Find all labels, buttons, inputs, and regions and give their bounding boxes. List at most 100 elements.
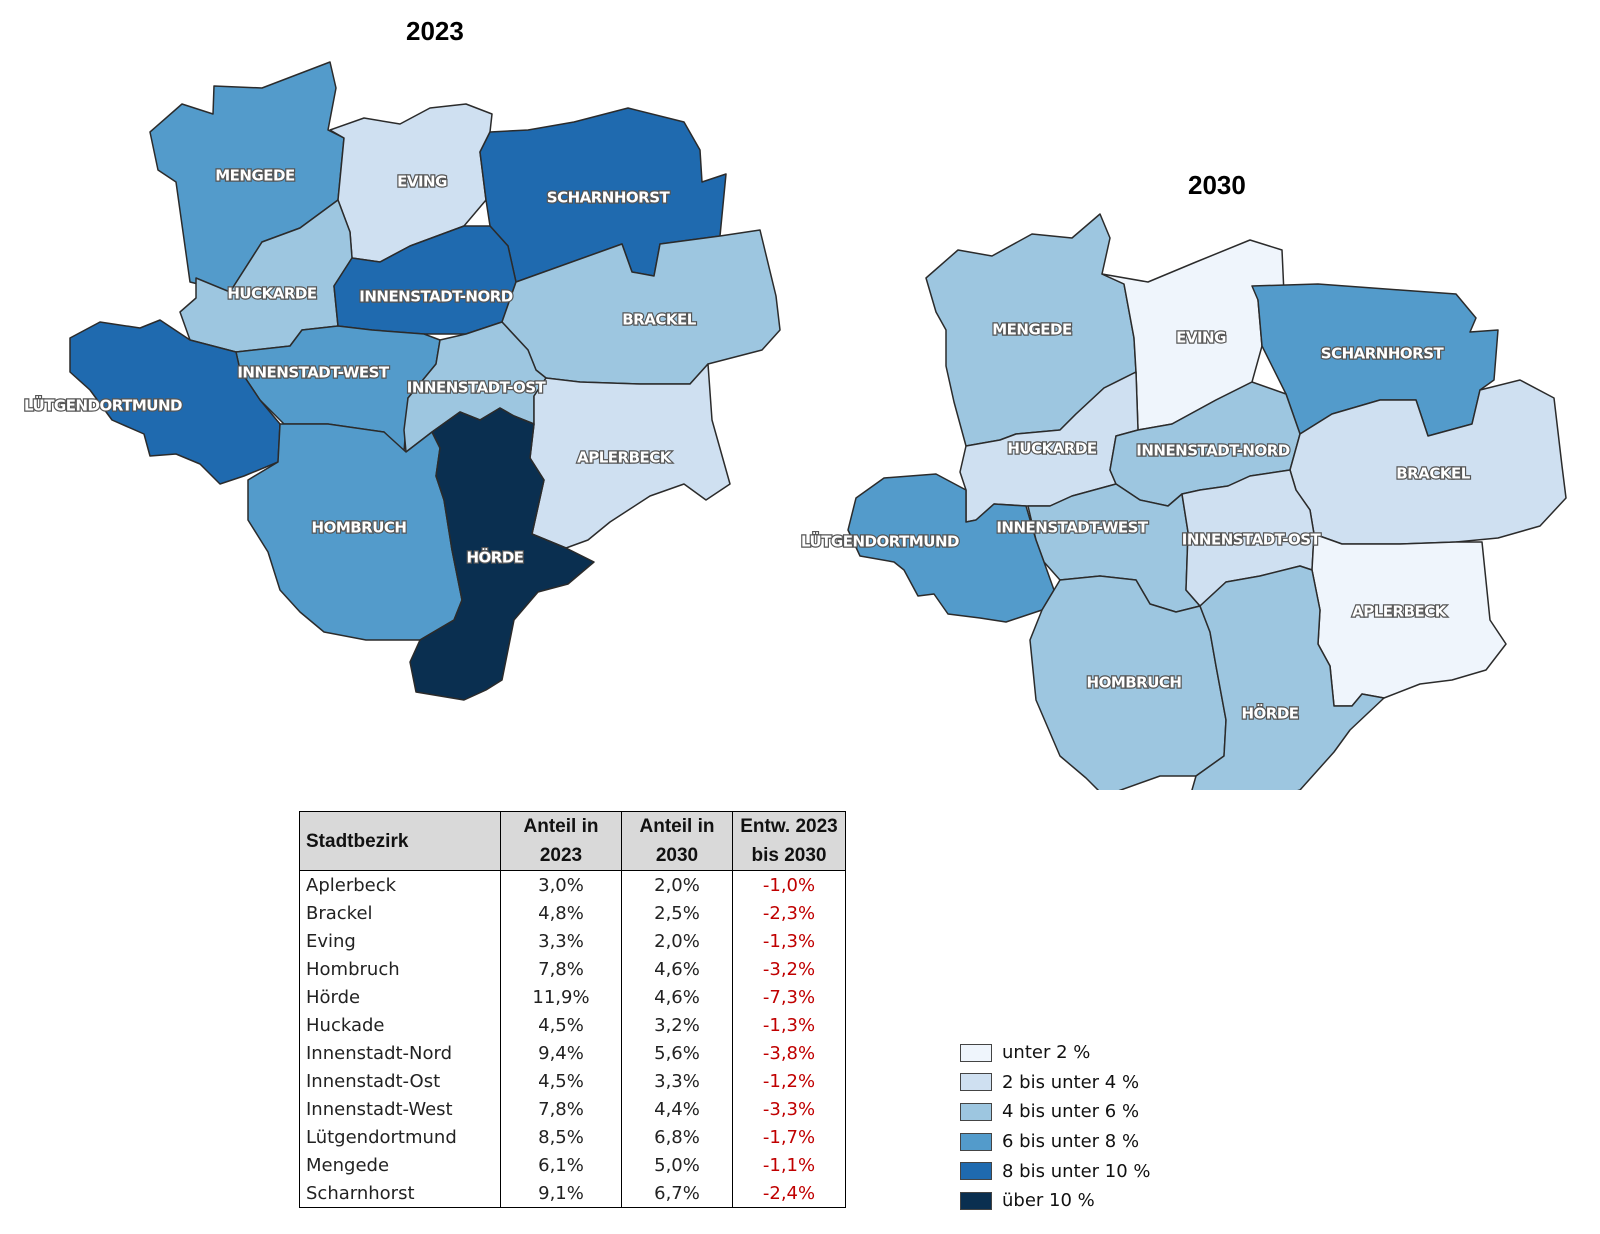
district-label: APLERBECK (577, 449, 673, 467)
cell-2030: 3,3% (621, 1067, 733, 1095)
cell-2023: 4,8% (500, 899, 622, 927)
cell-name: Eving (299, 927, 501, 955)
cell-name: Innenstadt-Nord (299, 1039, 501, 1067)
header-line: Entw. 2023 (740, 816, 838, 837)
cell-change: -2,3% (732, 899, 846, 927)
district-label: MENGEDE (215, 167, 295, 185)
table-row: Eving 3,3% 2,0% -1,3% (299, 927, 846, 955)
legend-label: 6 bis unter 8 % (1002, 1131, 1140, 1153)
map-2030: MENGEDE EVING SCHARNHORST HUCKARDE INNENSTAD… (800, 213, 1567, 790)
header-line: 2030 (655, 845, 699, 866)
table-row: Innenstadt-West 7,8% 4,4% -3,3% (299, 1095, 846, 1123)
district-eving (1101, 239, 1285, 431)
cell-name: Lütgendortmund (299, 1123, 501, 1151)
cell-name: Brackel (299, 899, 501, 927)
header-line: Anteil in (523, 816, 599, 837)
legend-label: 2 bis unter 4 % (1002, 1071, 1140, 1093)
district-label: BRACKEL (1396, 465, 1470, 483)
cell-change: -1,7% (732, 1123, 846, 1151)
district-label: HÖRDE (466, 548, 523, 567)
table-row: Innenstadt-Ost 4,5% 3,3% -1,2% (299, 1067, 846, 1095)
cell-name: Scharnhorst (299, 1179, 501, 1208)
legend-item: 4 bis unter 6 % (960, 1097, 1151, 1127)
cell-change: -1,1% (732, 1151, 846, 1179)
district-label: LÜTGENDORTMUND (801, 532, 959, 551)
cell-name: Hörde (299, 983, 501, 1011)
cell-name: Mengede (299, 1151, 501, 1179)
header-line: Stadtbezirk (306, 830, 409, 852)
district-label: EVING (1176, 329, 1226, 347)
legend-swatch (960, 1132, 992, 1151)
column-header-entwicklung: Entw. 2023 bis 2030 (732, 811, 846, 871)
map-2023: MENGEDE EVING SCHARNHORST HUCKARDE INNENSTAD… (23, 61, 781, 701)
district-label: HUCKARDE (227, 285, 316, 303)
legend-label: 4 bis unter 6 % (1002, 1101, 1140, 1123)
district-label: EVING (397, 173, 447, 191)
column-header-anteil-2023: Anteil in 2023 (500, 811, 622, 871)
district-label: INNENSTADT-WEST (237, 364, 390, 382)
district-label: INNENSTADT-OST (1182, 531, 1322, 549)
cell-name: Innenstadt-Ost (299, 1067, 501, 1095)
header-line: bis 2030 (751, 845, 827, 866)
legend-item: über 10 % (960, 1186, 1151, 1216)
district-label: HOMBRUCH (312, 519, 407, 537)
table-row: Hombruch 7,8% 4,6% -3,2% (299, 955, 846, 983)
cell-name: Hombruch (299, 955, 501, 983)
district-label: BRACKEL (622, 311, 696, 329)
legend-swatch (960, 1162, 992, 1181)
legend-label: 8 bis unter 10 % (1002, 1160, 1151, 1182)
cell-2023: 7,8% (500, 955, 622, 983)
cell-name: Innenstadt-West (299, 1095, 501, 1123)
cell-change: -3,8% (732, 1039, 846, 1067)
cell-change: -2,4% (732, 1179, 846, 1208)
cell-change: -1,0% (732, 870, 846, 899)
cell-2030: 4,6% (621, 983, 733, 1011)
cell-change: -1,3% (732, 1011, 846, 1039)
table-row: Mengede 6,1% 5,0% -1,1% (299, 1151, 846, 1179)
cell-name: Huckade (299, 1011, 501, 1039)
map-2023-title: 2023 (406, 16, 464, 46)
legend-label: unter 2 % (1002, 1042, 1091, 1064)
cell-2030: 2,5% (621, 899, 733, 927)
cell-2030: 3,2% (621, 1011, 733, 1039)
column-header-stadtbezirk: Stadtbezirk (299, 811, 501, 871)
cell-2023: 9,4% (500, 1039, 622, 1067)
district-maps: MENGEDE EVING SCHARNHORST HUCKARDE INNENSTAD… (23, 61, 1567, 790)
district-hörde (409, 407, 595, 701)
cell-2030: 5,6% (621, 1039, 733, 1067)
cell-2030: 4,4% (621, 1095, 733, 1123)
district-label: HUCKARDE (1007, 440, 1096, 458)
column-header-anteil-2030: Anteil in 2030 (621, 811, 733, 871)
legend-swatch (960, 1102, 992, 1121)
cell-2030: 2,0% (621, 927, 733, 955)
district-label: HOMBRUCH (1087, 674, 1182, 692)
table-row: Huckade 4,5% 3,2% -1,3% (299, 1011, 846, 1039)
legend-item: 6 bis unter 8 % (960, 1127, 1151, 1157)
legend-item: unter 2 % (960, 1038, 1151, 1068)
table-row: Hörde 11,9% 4,6% -7,3% (299, 983, 846, 1011)
data-table: Stadtbezirk Anteil in 2023 Anteil in 2030 … (299, 811, 846, 1208)
district-label: LÜTGENDORTMUND (24, 396, 182, 415)
district-label: INNENSTADT-NORD (1136, 442, 1290, 460)
cell-2030: 2,0% (621, 870, 733, 899)
table-row: Innenstadt-Nord 9,4% 5,6% -3,8% (299, 1039, 846, 1067)
table-row: Lütgendortmund 8,5% 6,8% -1,7% (299, 1123, 846, 1151)
legend-swatch (960, 1043, 992, 1062)
legend-label: über 10 % (1002, 1190, 1095, 1212)
header-line: Anteil in (639, 816, 715, 837)
cell-2023: 3,3% (500, 927, 622, 955)
district-label: INNENSTADT-NORD (359, 288, 513, 306)
district-label: HÖRDE (1241, 704, 1298, 723)
cell-2030: 5,0% (621, 1151, 733, 1179)
cell-2023: 11,9% (500, 983, 622, 1011)
cell-2023: 4,5% (500, 1067, 622, 1095)
cell-2030: 4,6% (621, 955, 733, 983)
legend-swatch (960, 1191, 992, 1210)
district-label: MENGEDE (992, 321, 1072, 339)
table-row: Aplerbeck 3,0% 2,0% -1,0% (299, 870, 846, 899)
district-label: SCHARNHORST (547, 189, 671, 207)
cell-2023: 4,5% (500, 1011, 622, 1039)
table-header-row: Stadtbezirk Anteil in 2023 Anteil in 2030 … (299, 811, 846, 871)
map-2030-title: 2030 (1188, 170, 1246, 200)
header-line: 2023 (539, 845, 583, 866)
